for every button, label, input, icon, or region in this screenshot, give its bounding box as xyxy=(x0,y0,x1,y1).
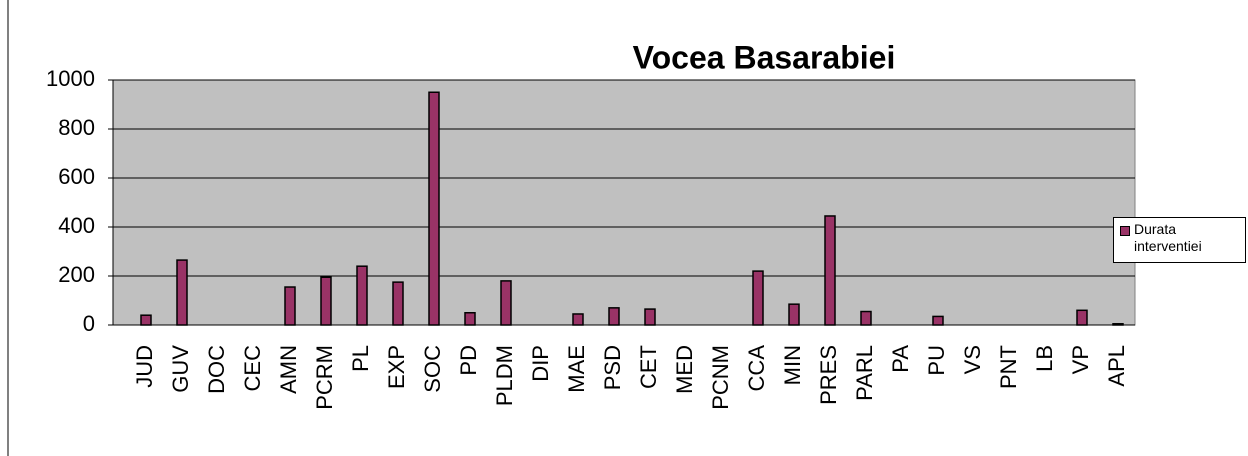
y-tick-label: 0 xyxy=(83,311,95,336)
bar xyxy=(932,315,944,326)
x-tick-label: LB xyxy=(1032,345,1057,372)
bar xyxy=(320,276,332,326)
bar xyxy=(752,270,764,326)
bar xyxy=(284,286,296,326)
bar xyxy=(608,307,620,326)
chart-title: Vocea Basarabiei xyxy=(633,39,896,75)
bar xyxy=(428,91,440,326)
y-tick-label: 200 xyxy=(58,262,95,287)
x-tick-label: MED xyxy=(672,345,697,394)
bar xyxy=(356,265,368,326)
bar xyxy=(788,303,800,326)
x-tick-label: MAE xyxy=(564,345,589,393)
x-tick-label: PCRM xyxy=(312,345,337,410)
x-tick-label: CCA xyxy=(744,345,769,392)
x-tick-label: SOC xyxy=(420,345,445,393)
x-tick-label: PCNM xyxy=(708,345,733,410)
bar xyxy=(464,312,476,326)
bar xyxy=(1076,309,1088,326)
legend-swatch xyxy=(1120,226,1130,236)
x-tick-label: PLDM xyxy=(492,345,517,406)
x-tick-label: JUD xyxy=(132,345,157,388)
legend: Durata interventiei xyxy=(1113,217,1246,263)
bar xyxy=(500,280,512,326)
bar xyxy=(140,314,152,326)
x-tick-label: DOC xyxy=(204,345,229,394)
x-tick-label: PU xyxy=(924,345,949,376)
x-tick-label: EXP xyxy=(384,345,409,389)
x-tick-label: PNT xyxy=(996,345,1021,389)
bar xyxy=(824,215,836,326)
y-tick-label: 400 xyxy=(58,213,95,238)
y-tick-label: 800 xyxy=(58,115,95,140)
x-tick-label: VP xyxy=(1068,345,1093,374)
x-tick-label: VS xyxy=(960,345,985,374)
bar xyxy=(572,313,584,326)
x-tick-label: APL xyxy=(1104,345,1129,387)
legend-label: Durata interventiei xyxy=(1134,221,1202,254)
x-tick-label: PA xyxy=(888,345,913,373)
x-tick-label: CET xyxy=(636,345,661,389)
y-tick-label: 1000 xyxy=(46,66,95,91)
x-tick-label: PRES xyxy=(816,345,841,405)
x-tick-label: MIN xyxy=(780,345,805,385)
x-tick-label: DIP xyxy=(528,345,553,382)
plot-area xyxy=(112,79,1136,326)
x-tick-label: PD xyxy=(456,345,481,376)
bar xyxy=(176,259,188,326)
x-tick-label: CEC xyxy=(240,345,265,392)
x-tick-label: AMN xyxy=(276,345,301,394)
x-tick-label: PSD xyxy=(600,345,625,390)
y-tick-label: 600 xyxy=(58,164,95,189)
bar xyxy=(392,281,404,326)
x-tick-label: GUV xyxy=(168,345,193,393)
x-tick-label: PL xyxy=(348,345,373,372)
bar xyxy=(860,310,872,326)
bar xyxy=(644,308,656,326)
x-tick-label: PARL xyxy=(852,345,877,401)
